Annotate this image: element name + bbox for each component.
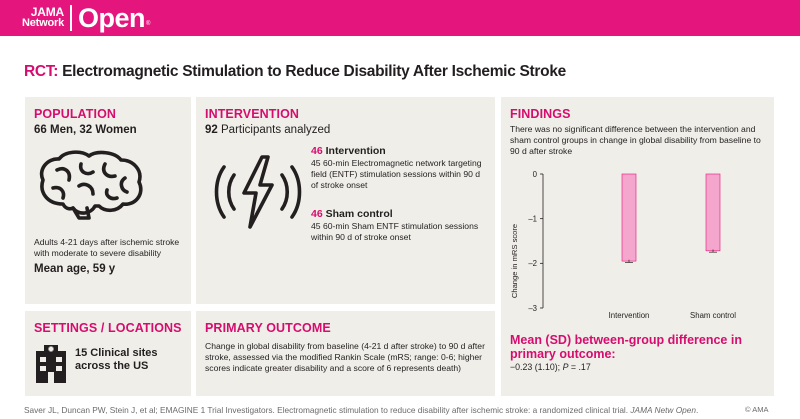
logo-trademark: ® (146, 21, 151, 27)
chart-y-tick-label: –3 (528, 304, 537, 313)
logo-main-text: Open (78, 3, 146, 33)
page-title: RCT: Electromagnetic Stimulation to Redu… (24, 63, 566, 81)
logo-small-text: JAMA Network (22, 5, 64, 29)
intervention-group-1-description: 45 60-min Electromagnetic network target… (311, 158, 482, 190)
intervention-group-2-name: Sham control (325, 208, 393, 220)
participants-label: Participants analyzed (221, 124, 331, 136)
intervention-group-2-description: 45 60-min Sham ENTF stimulation sessions… (311, 221, 479, 242)
findings-heading: FINDINGS (510, 107, 571, 121)
findings-difference-result: −0.23 (1.10); P = .17 (510, 362, 591, 372)
electromagnetic-wave-icon (214, 155, 302, 229)
findings-difference-heading: Mean (SD) between-group difference in pr… (510, 333, 742, 361)
population-heading: POPULATION (34, 107, 117, 121)
jama-network-open-logo[interactable]: JAMA Network Open ® (22, 3, 150, 33)
chart-x-tick-label: Sham control (690, 311, 736, 320)
chart-bar (705, 173, 721, 252)
chart-y-ticks: 0 –1 –2 –3 (528, 170, 543, 313)
chart-x-labels: Intervention Sham control (609, 311, 737, 320)
intervention-group-2-count: 46 (311, 208, 323, 220)
population-description: Adults 4-21 days after ischemic stroke w… (34, 237, 180, 258)
chart-y-tick-label: –1 (528, 214, 537, 223)
header-bar: JAMA Network Open ® (0, 0, 800, 36)
participants-analyzed: 92 Participants analyzed (205, 124, 330, 136)
findings-summary: There was no significant difference betw… (510, 124, 761, 156)
findings-p-value: = .17 (568, 362, 591, 372)
findings-p-label: P (562, 362, 569, 372)
chart-bars (621, 173, 721, 263)
outcome-description: Change in global disability from baselin… (205, 341, 485, 373)
brain-icon (39, 150, 143, 220)
findings-bar-chart: 0 –1 –2 –3 Intervention Sham control Change … (510, 170, 737, 320)
intervention-panel: INTERVENTION 92 Participants analyzed 46… (196, 97, 495, 304)
population-summary: 66 Men, 32 Women (34, 124, 137, 136)
intervention-group-2-title: 46 Sham control (311, 208, 487, 220)
intervention-group-1-count: 46 (311, 145, 323, 157)
title-text: Electromagnetic Stimulation to Reduce Di… (62, 63, 566, 80)
participants-count: 92 (205, 124, 218, 136)
intervention-group-2: 46 Sham control 45 60-min Sham ENTF stim… (311, 208, 487, 243)
findings-difference-value: −0.23 (1.10); (510, 362, 563, 372)
population-mean-age: Mean age, 59 y (34, 263, 116, 275)
chart-y-tick-label: 0 (533, 170, 538, 179)
citation-end: . (696, 405, 699, 415)
intervention-heading: INTERVENTION (205, 107, 300, 121)
intervention-group-1-title: 46 Intervention (311, 145, 487, 157)
settings-panel: SETTINGS / LOCATIONS 15 Clinical sites a… (25, 311, 191, 396)
outcome-heading: PRIMARY OUTCOME (205, 321, 331, 335)
chart-y-tick-label: –2 (528, 259, 537, 268)
chart-bar (621, 173, 637, 262)
primary-outcome-panel: PRIMARY OUTCOME Change in global disabil… (196, 311, 495, 396)
chart-x-tick-label: Intervention (609, 311, 650, 320)
logo-line-2: Network (22, 17, 64, 29)
copyright: © AMA (745, 405, 769, 414)
hospital-building-icon (36, 345, 66, 383)
intervention-group-1-name: Intervention (325, 145, 386, 157)
title-prefix: RCT: (24, 63, 59, 80)
citation-journal[interactable]: JAMA Netw Open (630, 405, 697, 415)
population-panel: POPULATION 66 Men, 32 Women Adults 4-21 … (25, 97, 191, 304)
settings-sites: 15 Clinical sites across the US (75, 347, 158, 372)
logo-line-1: JAMA (30, 5, 64, 19)
citation-authors: Saver JL, Duncan PW, Stein J, et al; EMA… (24, 405, 631, 415)
logo-divider (70, 5, 72, 31)
findings-panel: FINDINGS There was no significant differ… (501, 97, 774, 396)
intervention-group-1: 46 Intervention 45 60-min Electromagneti… (311, 145, 487, 191)
citation: Saver JL, Duncan PW, Stein J, et al; EMA… (24, 405, 714, 415)
settings-heading: SETTINGS / LOCATIONS (34, 321, 182, 335)
chart-y-axis-label: Change in mRS score (510, 224, 519, 298)
